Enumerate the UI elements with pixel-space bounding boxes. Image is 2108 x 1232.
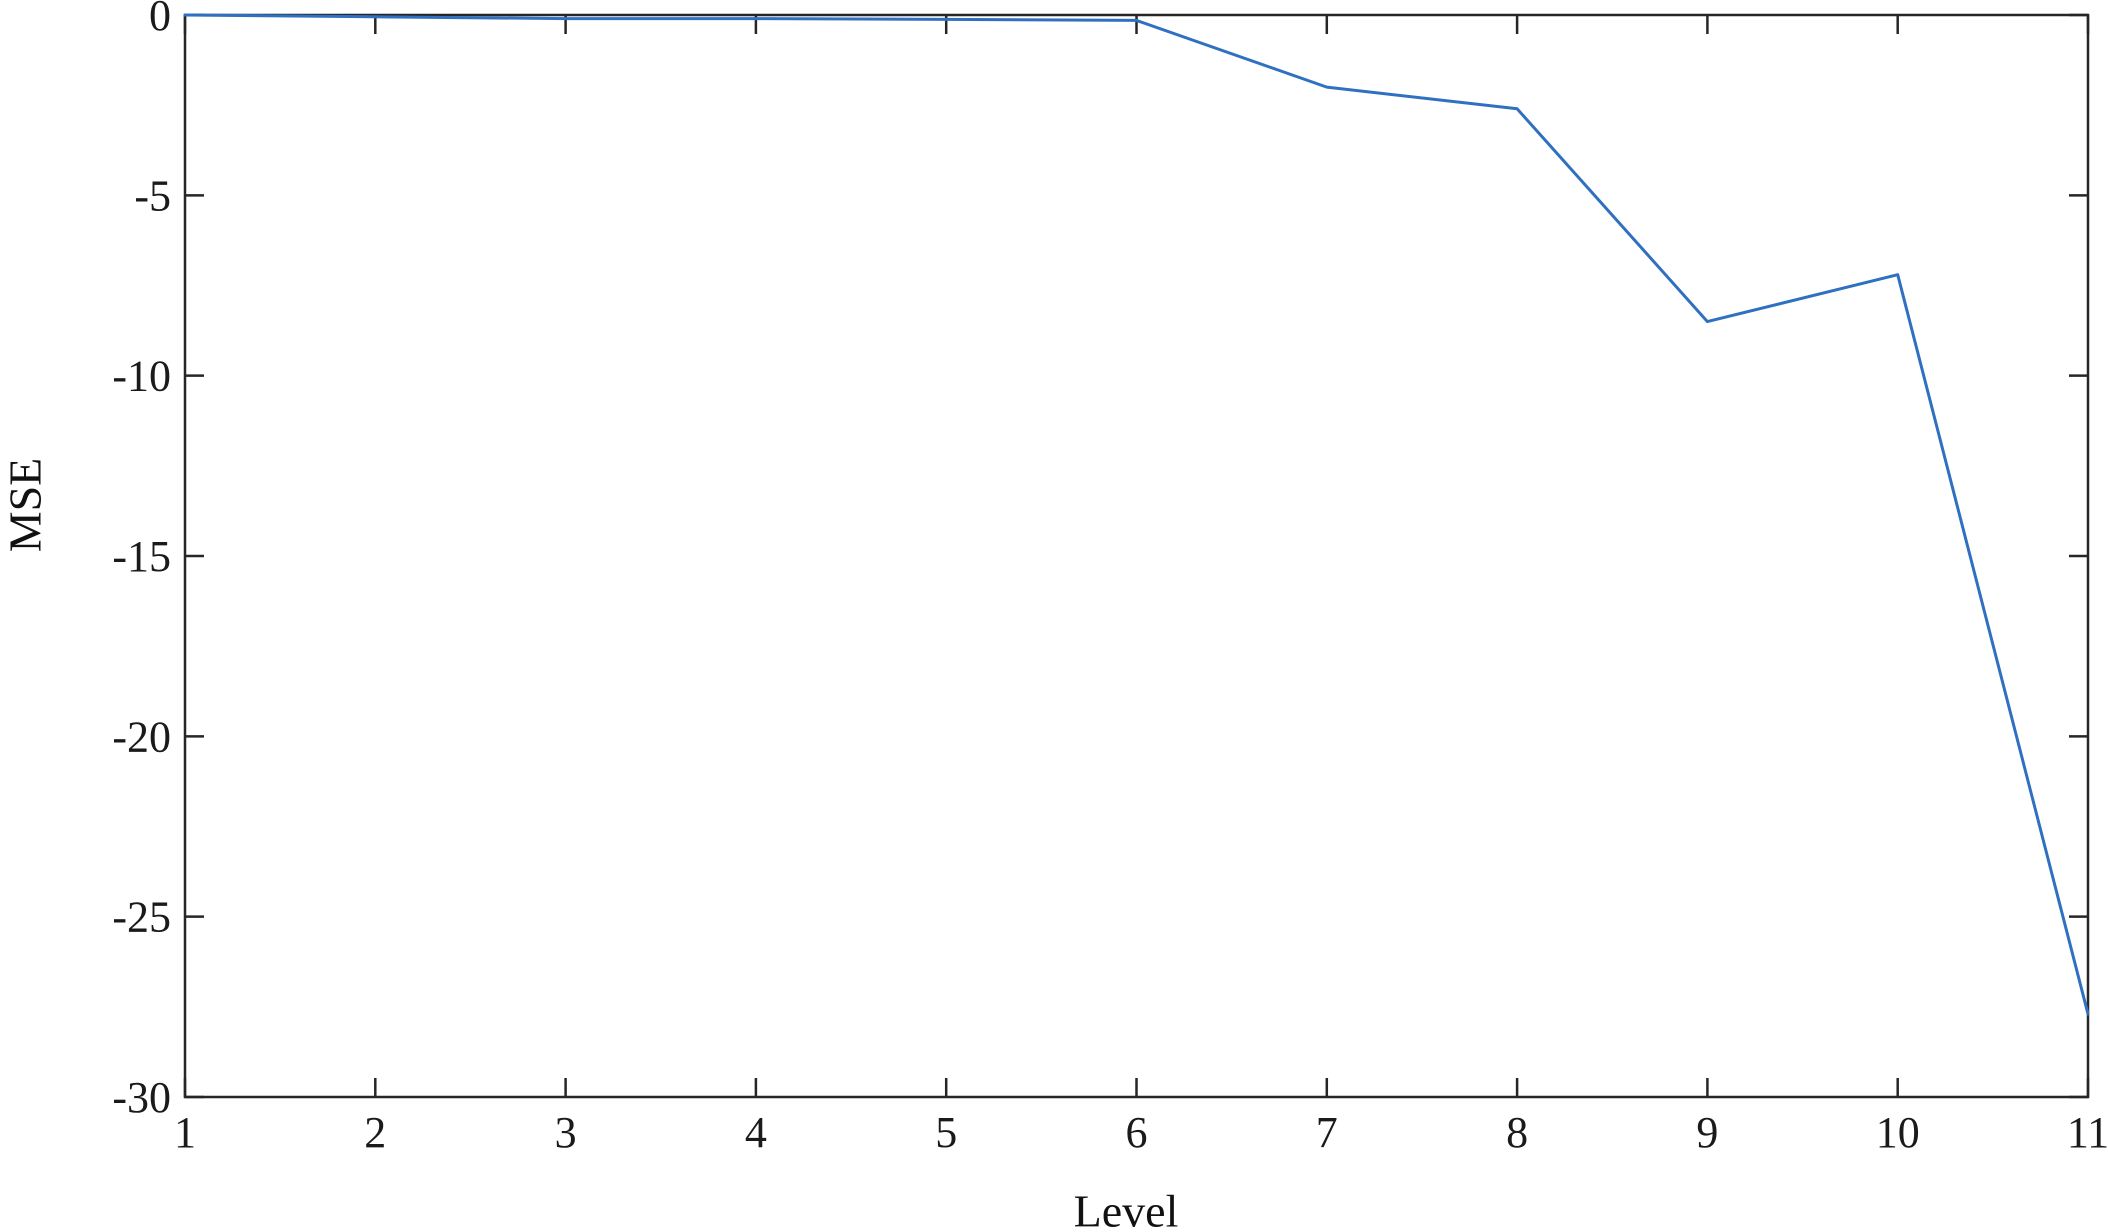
y-tick-label: -5: [134, 171, 171, 220]
y-tick-label: -30: [112, 1073, 171, 1122]
mse-line: [183, 13, 2090, 1016]
x-tick-label: 5: [935, 1108, 957, 1157]
x-axis-label: Level: [1073, 1185, 1179, 1232]
x-tick-label: 9: [1696, 1108, 1718, 1157]
y-tick-label: -20: [112, 712, 171, 761]
x-tick-label: 11: [2067, 1108, 2108, 1157]
x-tick-label: 10: [1876, 1108, 1920, 1157]
x-tick-label: 7: [1316, 1108, 1338, 1157]
x-tick-label: 8: [1506, 1108, 1528, 1157]
axes-box: [183, 13, 2090, 1099]
x-tick-label: 3: [555, 1108, 577, 1157]
y-axis-label: MSE: [0, 457, 51, 553]
x-tick-label: 4: [745, 1108, 767, 1157]
y-tick-label: -15: [112, 532, 171, 581]
x-tick-label: 1: [174, 1108, 196, 1157]
y-tick-label: 0: [149, 0, 171, 40]
y-tick-label: -25: [112, 893, 171, 942]
y-tick-label: -10: [112, 352, 171, 401]
x-tick-label: 6: [1126, 1108, 1148, 1157]
x-tick-label: 2: [364, 1108, 386, 1157]
